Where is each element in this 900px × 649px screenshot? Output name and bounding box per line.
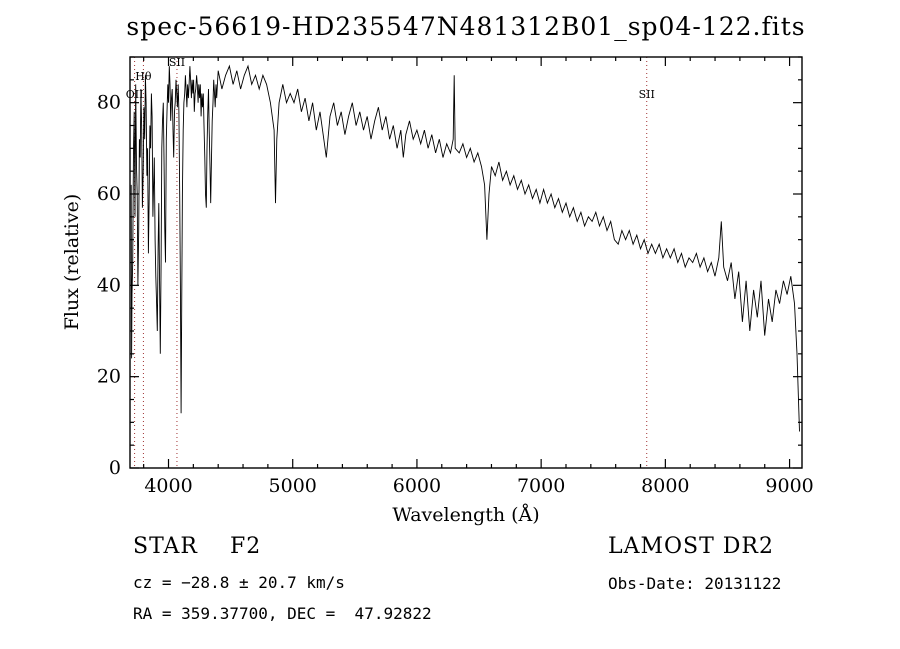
x-tick-label: 7000 bbox=[517, 475, 565, 497]
y-axis-label: Flux (relative) bbox=[61, 194, 83, 331]
y-tick-label: 80 bbox=[97, 92, 121, 114]
obs-date-label: Obs-Date: 20131122 bbox=[608, 574, 782, 593]
x-tick-label: 8000 bbox=[641, 475, 689, 497]
plot-title: spec-56619-HD235547N481312B01_sp04-122.f… bbox=[126, 12, 806, 41]
spectrum-trace bbox=[130, 64, 800, 432]
x-tick-label: 4000 bbox=[144, 475, 192, 497]
y-tick-label: 40 bbox=[97, 274, 121, 296]
y-tick-label: 60 bbox=[97, 183, 121, 205]
plot-frame bbox=[129, 56, 803, 469]
y-tick-label: 20 bbox=[97, 366, 121, 388]
spectral-line-label: Hθ bbox=[135, 70, 152, 83]
star-class-label: STAR F2 bbox=[133, 534, 262, 559]
x-tick-label: 9000 bbox=[765, 475, 813, 497]
x-axis-label: Wavelength (Å) bbox=[392, 504, 539, 526]
spectral-line-label: SII bbox=[169, 56, 185, 69]
cz-label: cz = −28.8 ± 20.7 km/s bbox=[133, 573, 345, 592]
x-tick-label: 6000 bbox=[393, 475, 441, 497]
survey-label: LAMOST DR2 bbox=[608, 534, 774, 559]
ra-dec-label: RA = 359.37700, DEC = 47.92822 bbox=[133, 604, 432, 623]
y-tick-label: 0 bbox=[109, 457, 121, 479]
spectral-line-label: SII bbox=[639, 88, 655, 101]
x-tick-label: 5000 bbox=[269, 475, 317, 497]
